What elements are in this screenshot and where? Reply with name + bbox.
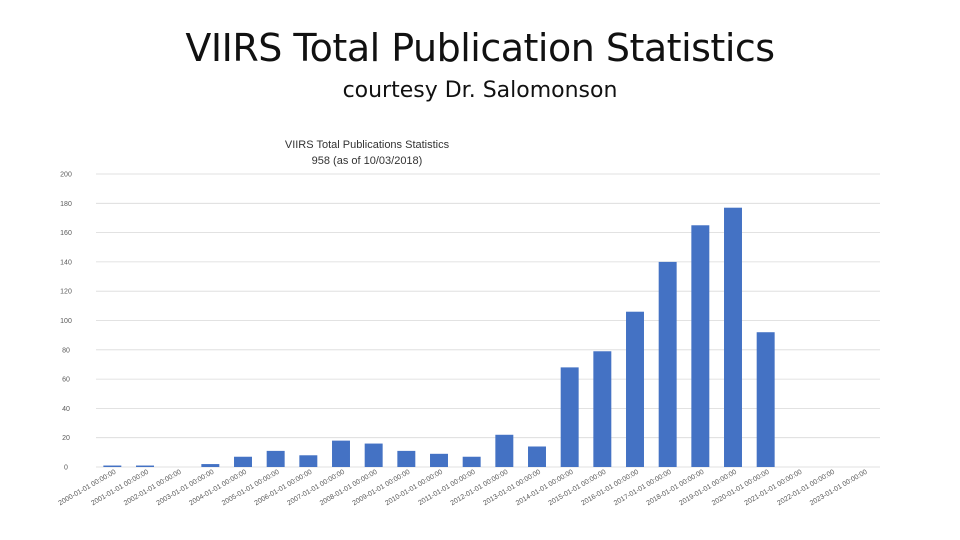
bar (658, 261, 677, 467)
y-tick-label: 0 (64, 465, 68, 472)
chart-subtitle: 958 (as of 10/03/2018) (312, 155, 423, 167)
bar (332, 440, 350, 467)
x-tick-label: 2012-01-01 00:00:00 (450, 469, 510, 508)
bar (103, 465, 122, 467)
bar (364, 443, 383, 467)
x-tick-label: 2022-01-01 00:00:00 (776, 469, 836, 508)
y-tick-label: 120 (60, 289, 72, 296)
bar (299, 455, 318, 467)
y-axis: 0 20 40 60 80 100 120 140 160 180 200 (60, 172, 72, 472)
x-tick-label: 2020-01-01 00:00:00 (711, 469, 771, 508)
bar (626, 311, 644, 467)
x-tick-label: 2021-01-01 00:00:00 (744, 469, 804, 508)
y-tick-label: 200 (60, 172, 72, 179)
x-tick-label: 2016-01-01 00:00:00 (580, 469, 640, 508)
bar (430, 453, 448, 467)
x-tick-label: 2011-01-01 00:00:00 (417, 469, 476, 507)
bar (462, 456, 481, 467)
slide-title: VIIRS Total Publication Statistics (185, 26, 775, 70)
x-tick-label: 2019-01-01 00:00:00 (678, 469, 738, 508)
bar (593, 351, 612, 467)
x-tick-label: 2023-01-01 00:00:00 (809, 469, 869, 508)
x-tick-label: 2001-01-01 00:00:00 (90, 469, 150, 508)
slide-subtitle: courtesy Dr. Salomonson (342, 78, 618, 103)
bar (495, 434, 514, 467)
x-tick-label: 2014-01-01 00:00:00 (515, 469, 575, 508)
x-tick-label: 2017-01-01 00:00:00 (613, 469, 673, 508)
bar (397, 450, 416, 467)
bar (756, 332, 775, 467)
y-tick-label: 100 (60, 318, 72, 325)
y-tick-label: 20 (62, 435, 70, 442)
bars (103, 207, 775, 467)
y-tick-label: 60 (62, 377, 70, 384)
x-tick-label: 2015-01-01 00:00:00 (548, 469, 608, 508)
bar (201, 464, 220, 467)
chart-title: VIIRS Total Publications Statistics (285, 139, 450, 151)
gridlines (96, 173, 880, 468)
x-tick-label: 2010-01-01 00:00:00 (384, 469, 444, 508)
bar (234, 456, 252, 467)
bar-chart: VIIRS Total Publications Statistics 958 … (58, 139, 880, 508)
x-tick-label: 2007-01-01 00:00:00 (286, 469, 346, 508)
y-tick-label: 180 (60, 201, 72, 208)
bar (528, 446, 546, 467)
bar (560, 367, 579, 467)
x-tick-label: 2018-01-01 00:00:00 (646, 469, 706, 508)
x-tick-label: 2005-01-01 00:00:00 (221, 469, 281, 508)
y-tick-label: 40 (62, 406, 70, 413)
y-tick-label: 80 (62, 347, 70, 354)
y-tick-label: 160 (60, 230, 72, 237)
x-tick-label: 2009-01-01 00:00:00 (352, 469, 412, 508)
x-tick-label: 2000-01-01 00:00:00 (58, 469, 118, 508)
x-tick-label: 2008-01-01 00:00:00 (319, 469, 379, 508)
y-tick-label: 140 (60, 259, 72, 266)
bar (691, 225, 710, 467)
x-tick-label: 2002-01-01 00:00:00 (123, 469, 183, 508)
bar (724, 207, 742, 467)
bar (136, 465, 154, 467)
x-tick-label: 2013-01-01 00:00:00 (482, 469, 542, 508)
x-tick-label: 2003-01-01 00:00:00 (156, 469, 216, 508)
x-tick-label: 2004-01-01 00:00:00 (188, 469, 248, 508)
bar (266, 450, 285, 467)
x-tick-label: 2006-01-01 00:00:00 (254, 469, 314, 508)
